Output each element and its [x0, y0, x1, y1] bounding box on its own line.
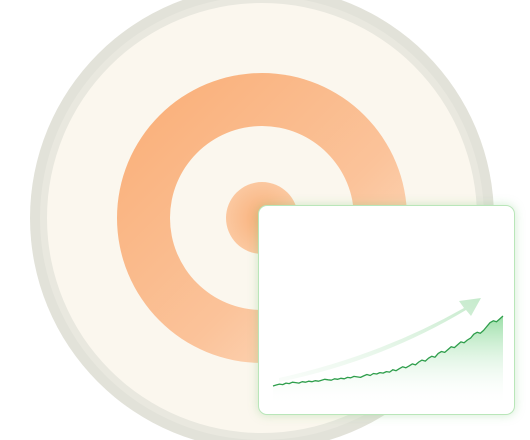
trend-arrow-icon — [279, 298, 481, 382]
chart-line — [272, 315, 504, 387]
chart-area — [273, 316, 503, 406]
trend-chart — [272, 298, 504, 406]
chart-card — [258, 205, 515, 415]
